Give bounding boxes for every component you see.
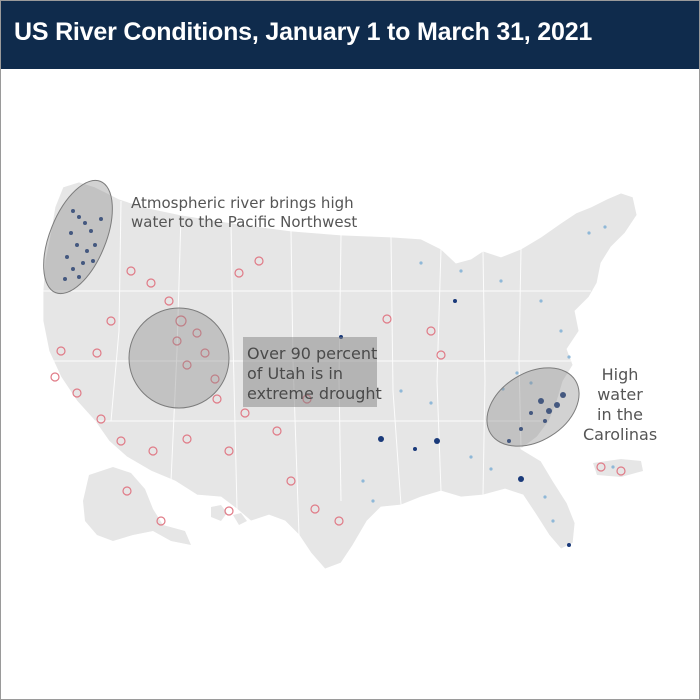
pnw-note-line-2: water to the Pacific Northwest	[131, 213, 358, 231]
utah-note-line-3: extreme drought	[247, 384, 382, 403]
carolinas-note-line-4: Carolinas	[583, 425, 658, 444]
alaska-land	[83, 467, 191, 545]
figure-title: US River Conditions, January 1 to March …	[14, 18, 593, 46]
utah-note-line-1: Over 90 percent	[247, 344, 378, 363]
utah-highlight-ellipse	[128, 307, 230, 409]
high-water-markers	[63, 209, 571, 547]
hawaii-land-2	[233, 513, 247, 525]
carolinas-note-line-2: water	[597, 385, 643, 404]
hawaii-land	[211, 505, 227, 521]
utah-note-line-2: of Utah is in	[247, 364, 343, 383]
carolinas-note: High water in the Carolinas	[583, 365, 657, 449]
title-bar: US River Conditions, January 1 to March …	[1, 1, 699, 69]
carolinas-note-line-3: in the	[597, 405, 643, 424]
pnw-highlight-ellipse	[43, 179, 113, 295]
utah-note-box	[243, 337, 377, 407]
pnw-note-line-1: Atmospheric river brings high	[131, 194, 354, 212]
carolinas-note-line-1: High	[601, 365, 639, 384]
light-water-markers	[361, 225, 615, 523]
carolinas-highlight-ellipse	[486, 367, 580, 447]
